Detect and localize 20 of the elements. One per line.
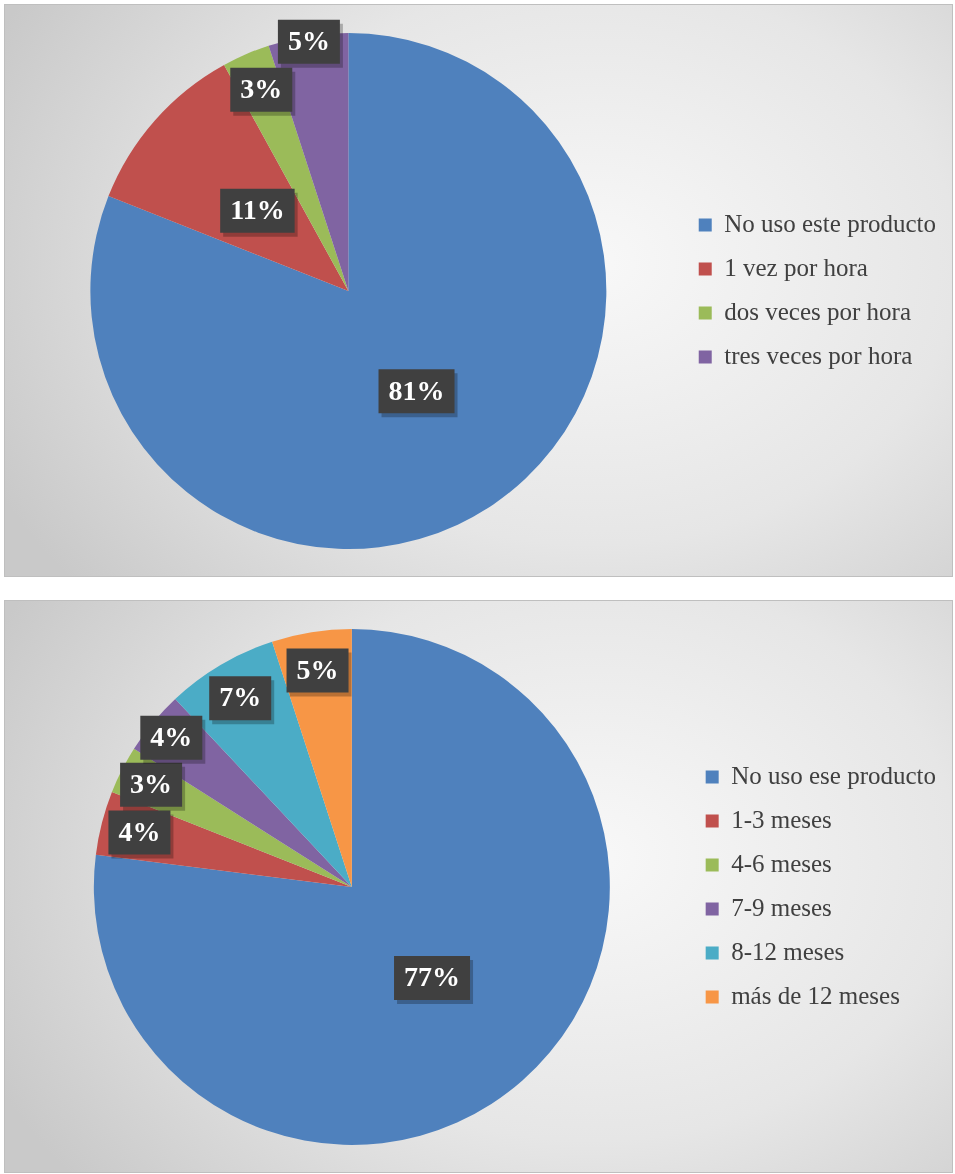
data-label: 81% xyxy=(388,374,445,406)
legend-label: 1-3 meses xyxy=(731,805,832,833)
data-label: 77% xyxy=(404,961,461,993)
data-label: 3% xyxy=(130,767,173,799)
legend-label: No uso ese producto xyxy=(731,761,937,789)
data-label: 4% xyxy=(150,720,193,752)
legend-label: más de 12 meses xyxy=(731,981,900,1009)
legend-label: dos veces por hora xyxy=(724,297,911,325)
legend-label: No uso este producto xyxy=(724,209,937,237)
legend-label: 8-12 meses xyxy=(731,937,845,965)
data-label: 7% xyxy=(219,681,262,713)
data-label: 3% xyxy=(240,72,283,104)
data-label: 4% xyxy=(118,815,161,847)
legend-label: 1 vez por hora xyxy=(724,253,868,281)
legend-label: 4-6 meses xyxy=(731,849,832,877)
legend-label: tres veces por hora xyxy=(724,341,913,369)
data-label: 11% xyxy=(230,194,285,226)
legend-label: 7-9 meses xyxy=(731,893,832,921)
data-label: 5% xyxy=(296,653,339,685)
data-label: 5% xyxy=(287,25,330,57)
